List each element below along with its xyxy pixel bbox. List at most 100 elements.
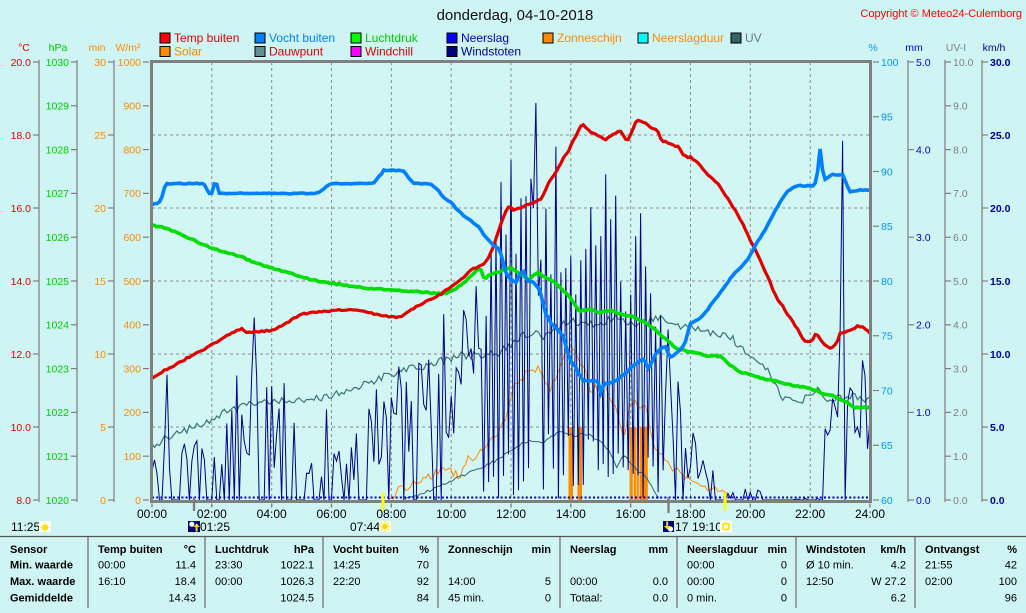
svg-text:1024: 1024	[46, 320, 70, 332]
svg-text:1030: 1030	[46, 57, 70, 69]
svg-text:km/h: km/h	[880, 544, 906, 556]
svg-text:5: 5	[100, 422, 106, 434]
svg-text:%: %	[1007, 544, 1017, 556]
svg-text:5.0: 5.0	[990, 422, 1005, 434]
svg-text:Min. waarde: Min. waarde	[10, 560, 73, 572]
svg-text:16.0: 16.0	[11, 203, 32, 215]
svg-text:02:00: 02:00	[197, 507, 227, 521]
svg-text:0.0: 0.0	[990, 495, 1005, 507]
svg-text:Zonneschijn: Zonneschijn	[557, 31, 622, 45]
svg-text:6.0: 6.0	[953, 232, 968, 244]
svg-text:84: 84	[417, 593, 429, 605]
svg-text:100: 100	[881, 57, 899, 69]
svg-text:75: 75	[881, 331, 893, 343]
svg-text:1027: 1027	[46, 188, 70, 200]
svg-text:60: 60	[881, 495, 893, 507]
svg-text:10:00: 10:00	[436, 507, 466, 521]
svg-text:UV: UV	[745, 31, 762, 45]
svg-text:100: 100	[123, 451, 141, 463]
svg-text:20.0: 20.0	[11, 57, 32, 69]
svg-text:Sensor: Sensor	[10, 544, 48, 556]
svg-text:7.0: 7.0	[953, 188, 968, 200]
svg-text:Dauwpunt: Dauwpunt	[269, 45, 324, 59]
svg-text:0: 0	[100, 495, 106, 507]
svg-text:00:00: 00:00	[215, 576, 243, 588]
svg-text:95: 95	[881, 112, 893, 124]
svg-text:300: 300	[123, 363, 141, 375]
svg-text:mm: mm	[648, 544, 668, 556]
svg-text:UV-I: UV-I	[946, 42, 966, 54]
svg-text:Ø 10 min.: Ø 10 min.	[806, 560, 854, 572]
svg-text:Vocht buiten: Vocht buiten	[333, 544, 399, 556]
svg-text:45 min.: 45 min.	[448, 593, 484, 605]
svg-text:0: 0	[781, 593, 787, 605]
svg-text:Totaal:: Totaal:	[570, 593, 602, 605]
svg-text:01:25: 01:25	[200, 520, 230, 534]
svg-text:Windstoten: Windstoten	[806, 544, 866, 556]
svg-text:10.0: 10.0	[11, 422, 32, 434]
svg-text:0.0: 0.0	[653, 593, 668, 605]
svg-text:Gemiddelde: Gemiddelde	[10, 593, 73, 605]
svg-text:14:00: 14:00	[448, 576, 476, 588]
svg-text:mm: mm	[905, 42, 923, 54]
svg-text:200: 200	[123, 407, 141, 419]
svg-text:90: 90	[881, 166, 893, 178]
svg-text:1021: 1021	[46, 451, 70, 463]
svg-text:1.0: 1.0	[953, 451, 968, 463]
svg-text:5.0: 5.0	[916, 57, 931, 69]
svg-text:18.0: 18.0	[11, 130, 32, 142]
svg-text:15: 15	[94, 276, 106, 288]
svg-text:10: 10	[94, 349, 106, 361]
svg-text:23:30: 23:30	[215, 560, 243, 572]
svg-text:20:00: 20:00	[735, 507, 765, 521]
svg-text:500: 500	[123, 276, 141, 288]
svg-text:2.0: 2.0	[916, 320, 931, 332]
svg-text:1000: 1000	[118, 57, 142, 69]
svg-text:10.0: 10.0	[953, 57, 974, 69]
svg-text:hPa: hPa	[294, 544, 315, 556]
svg-text:700: 700	[123, 188, 141, 200]
svg-text:1026: 1026	[46, 232, 70, 244]
svg-text:10.0: 10.0	[990, 349, 1011, 361]
svg-text:9.0: 9.0	[953, 101, 968, 113]
svg-text:24:00: 24:00	[855, 507, 885, 521]
svg-text:12:50: 12:50	[806, 576, 834, 588]
svg-text:4.2: 4.2	[891, 560, 906, 572]
svg-text:900: 900	[123, 101, 141, 113]
svg-text:°C: °C	[18, 42, 30, 54]
svg-text:85: 85	[881, 221, 893, 233]
svg-text:0: 0	[545, 593, 551, 605]
svg-text:20: 20	[94, 203, 106, 215]
svg-text:14.43: 14.43	[168, 593, 196, 605]
svg-text:1024.5: 1024.5	[280, 593, 314, 605]
svg-text:0: 0	[781, 576, 787, 588]
svg-text:8.0: 8.0	[16, 495, 31, 507]
svg-text:80: 80	[881, 276, 893, 288]
svg-text:Neerslag: Neerslag	[570, 544, 616, 556]
svg-text:70: 70	[417, 560, 429, 572]
svg-text:1025: 1025	[46, 276, 70, 288]
svg-text:5.0: 5.0	[953, 276, 968, 288]
svg-text:Ontvangst: Ontvangst	[925, 544, 980, 556]
svg-text:W 27.2: W 27.2	[871, 576, 906, 588]
svg-text:Vocht buiten: Vocht buiten	[269, 31, 335, 45]
svg-text:4.0: 4.0	[916, 144, 931, 156]
svg-text:3.0: 3.0	[916, 232, 931, 244]
svg-text:0.0: 0.0	[953, 495, 968, 507]
svg-text:2.0: 2.0	[953, 407, 968, 419]
svg-text:25.0: 25.0	[990, 130, 1011, 142]
svg-text:1028: 1028	[46, 144, 70, 156]
svg-text:1023: 1023	[46, 363, 70, 375]
svg-text:22:00: 22:00	[795, 507, 825, 521]
svg-text:600: 600	[123, 232, 141, 244]
svg-text:6.2: 6.2	[891, 593, 906, 605]
svg-text:00:00: 00:00	[687, 576, 715, 588]
svg-text:04:00: 04:00	[257, 507, 287, 521]
svg-text:06:00: 06:00	[316, 507, 346, 521]
svg-text:Windchill: Windchill	[365, 45, 413, 59]
svg-text:Copyright © Meteo24-Culemborg: Copyright © Meteo24-Culemborg	[860, 8, 1022, 20]
svg-text:Max. waarde: Max. waarde	[10, 576, 75, 588]
svg-text:1029: 1029	[46, 101, 70, 113]
svg-text:0: 0	[781, 560, 787, 572]
svg-text:65: 65	[881, 440, 893, 452]
